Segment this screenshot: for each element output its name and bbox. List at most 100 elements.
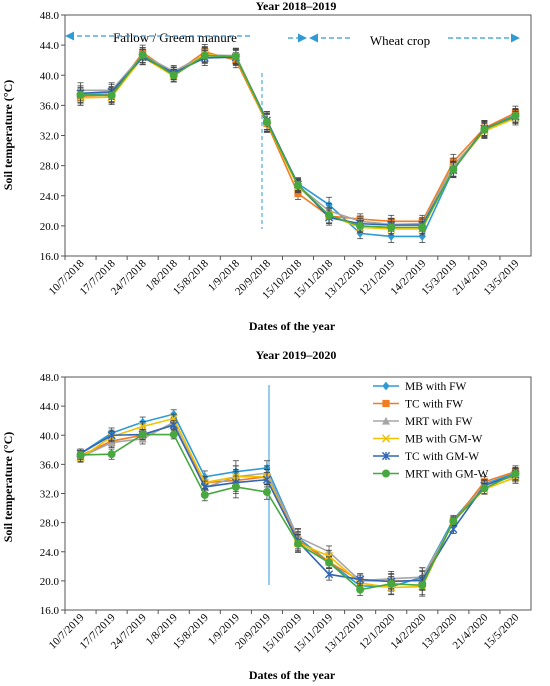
data-point	[231, 482, 240, 491]
series-line	[80, 53, 516, 229]
data-point	[262, 475, 272, 484]
y-tick-label: 40.0	[40, 70, 60, 82]
series-line	[80, 423, 516, 582]
data-point	[200, 51, 209, 60]
data-point	[138, 430, 147, 439]
data-point	[356, 229, 364, 238]
data-point	[356, 221, 365, 230]
data-point	[480, 125, 489, 134]
legend-swatch-marker	[382, 469, 390, 478]
chart-2019-2020: Year 2019–2020 Soil temperature (°C) Dat…	[1, 348, 532, 682]
data-point	[418, 232, 426, 241]
y-tick-label: 20.0	[40, 576, 60, 588]
chart-2018-2019: Year 2018–2019 Soil temperature (°C) Dat…	[1, 0, 532, 333]
data-point	[107, 91, 116, 100]
legend-label: MB with GM-W	[405, 434, 482, 446]
series-mrt-with-gm-w	[76, 429, 520, 596]
data-point	[356, 575, 365, 584]
y-tick-label: 44.0	[40, 40, 60, 52]
series-mb-with-gm-w	[76, 46, 520, 236]
plot-area	[64, 376, 532, 611]
series-line	[80, 56, 516, 226]
y-axis-label: Soil temperature (°C)	[1, 80, 15, 191]
y-tick-label: 24.0	[40, 191, 60, 203]
series-tc-with-gm-w	[76, 49, 520, 232]
series-tc-with-gm-w	[76, 420, 520, 591]
legend-swatch-marker	[382, 399, 390, 408]
y-tick-label: 28.0	[40, 518, 60, 530]
data-point	[418, 223, 427, 232]
series-tc-with-fw	[76, 419, 520, 591]
data-point	[418, 581, 427, 590]
data-point	[169, 420, 178, 430]
y-tick-label: 16.0	[40, 251, 60, 263]
legend-swatch-marker	[381, 434, 391, 443]
data-point	[169, 430, 178, 439]
y-tick-label: 24.0	[40, 547, 60, 559]
data-point	[107, 450, 116, 459]
data-point	[449, 517, 458, 526]
data-point	[449, 165, 458, 174]
y-tick-label: 36.0	[40, 459, 60, 471]
fallow-annotation: Fallow / Greem manure	[113, 30, 237, 45]
data-point	[231, 52, 240, 61]
wheat-annotation: Wheat crop	[370, 33, 430, 48]
data-point	[262, 488, 271, 497]
legend-swatch-marker	[382, 416, 390, 425]
data-point	[107, 438, 116, 447]
data-point	[325, 558, 334, 567]
legend-swatch-marker	[381, 451, 391, 461]
data-point	[387, 579, 396, 588]
y-tick-label: 20.0	[40, 221, 60, 233]
y-tick-label: 32.0	[40, 131, 60, 143]
series-mb-with-fw	[76, 47, 520, 243]
y-axis-label: Soil temperature (°C)	[1, 432, 15, 543]
data-point	[76, 90, 85, 99]
x-axis-label: Dates of the year	[249, 668, 336, 682]
data-point	[387, 232, 395, 241]
y-tick-label: 48.0	[40, 10, 60, 22]
legend-label: TC with FW	[405, 399, 463, 411]
legend: MB with FW TC with FW MRT with FW MB with G…	[373, 381, 489, 481]
y-tick-label: 40.0	[40, 430, 60, 442]
y-tick-label: 44.0	[40, 401, 60, 413]
data-point	[200, 490, 209, 499]
y-tick-label: 28.0	[40, 161, 60, 173]
data-point	[294, 189, 302, 198]
legend-label: TC with GM-W	[405, 451, 479, 463]
data-point	[169, 71, 178, 80]
legend-label: MB with FW	[405, 381, 466, 393]
legend-label: MRT with GM-W	[405, 469, 489, 481]
y-tick-label: 32.0	[40, 489, 60, 501]
data-point	[262, 117, 271, 126]
data-point	[324, 570, 334, 579]
data-point	[107, 431, 116, 440]
series-line	[80, 54, 516, 238]
legend-label: MRT with FW	[405, 416, 473, 428]
series-line	[80, 424, 516, 583]
data-point	[138, 422, 147, 431]
data-point	[294, 539, 302, 548]
series-line	[80, 421, 516, 582]
chart-title: Year 2019–2020	[256, 348, 337, 362]
series-tc-with-fw	[76, 43, 520, 228]
plot-area	[64, 14, 532, 257]
data-point	[294, 181, 302, 190]
series-line	[80, 53, 516, 230]
data-point	[138, 50, 147, 59]
data-point	[325, 211, 334, 220]
x-axis-label: Dates of the year	[249, 319, 336, 333]
chart-title: Year 2018–2019	[256, 0, 337, 13]
data-point	[511, 469, 520, 478]
series-mrt-with-fw	[76, 46, 520, 231]
data-point	[387, 223, 396, 232]
data-point	[356, 585, 365, 594]
data-point	[511, 111, 520, 120]
y-tick-label: 36.0	[40, 100, 60, 112]
data-point	[76, 450, 85, 459]
legend-swatch-marker	[382, 381, 390, 391]
y-tick-label: 48.0	[40, 372, 60, 384]
series-mrt-with-gm-w	[76, 46, 520, 234]
data-point	[480, 484, 489, 493]
